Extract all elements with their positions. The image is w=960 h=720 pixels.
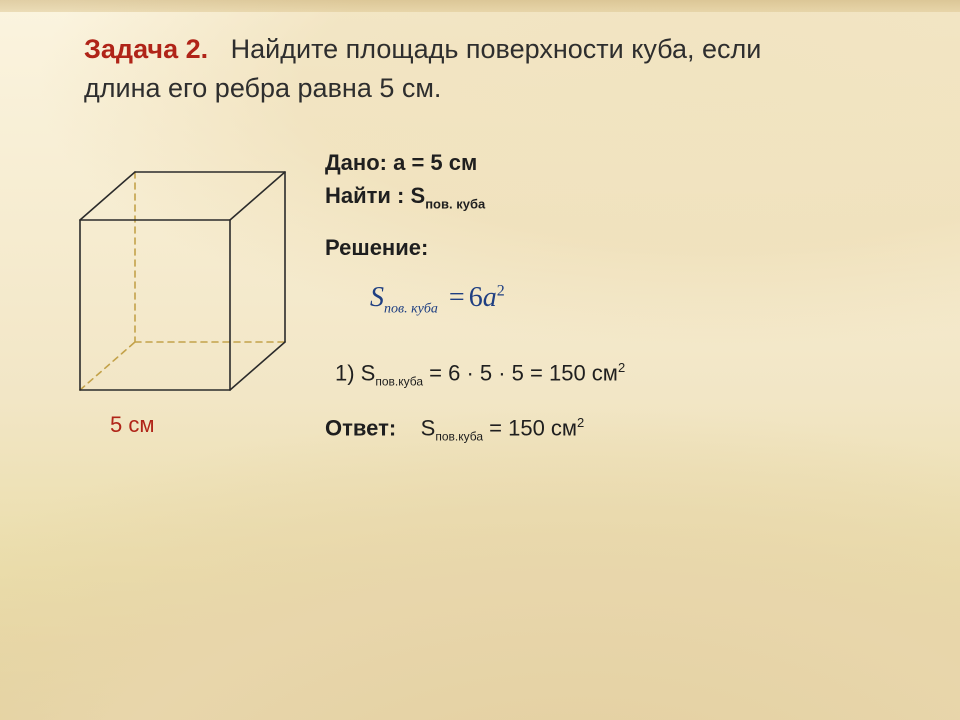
answer-label: Ответ: bbox=[325, 415, 396, 440]
given-block: Дано: a = 5 см Найти : Sпов. куба bbox=[325, 146, 485, 214]
step1-result-sup: 2 bbox=[618, 360, 625, 375]
formula-exp: 2 bbox=[497, 283, 505, 300]
step1-prefix: 1) S bbox=[335, 360, 375, 385]
given-find: Найти : Sпов. куба bbox=[325, 179, 485, 214]
find-label: Найти : bbox=[325, 183, 404, 208]
answer-eq: = bbox=[483, 415, 508, 440]
answer-value: 150 см bbox=[508, 415, 577, 440]
answer-symbol: S bbox=[421, 415, 436, 440]
formula-sub: пов. куба bbox=[384, 302, 438, 317]
find-sub: пов. куба bbox=[425, 196, 485, 211]
step1-sub: пов.куба bbox=[375, 375, 423, 389]
cube-svg bbox=[60, 150, 300, 410]
task-label: Задача 2. bbox=[84, 34, 208, 64]
dano-value: a = 5 см bbox=[393, 150, 477, 175]
step1-expr: = 6 · 5 · 5 = bbox=[423, 360, 549, 385]
formula-eq: = bbox=[445, 282, 469, 313]
formula-S: S bbox=[370, 282, 384, 313]
answer-sub: пов.куба bbox=[435, 430, 483, 444]
cube-edge-label: 5 см bbox=[110, 412, 154, 438]
step1-result: 150 см bbox=[549, 360, 618, 385]
formula-coeff: 6 bbox=[469, 282, 483, 313]
top-accent-bar bbox=[0, 0, 960, 12]
cube-diagram bbox=[60, 150, 300, 450]
surface-area-formula: Sпов. куба =6a2 bbox=[370, 282, 505, 318]
find-symbol: S bbox=[411, 183, 426, 208]
solution-label: Решение: bbox=[325, 235, 428, 261]
task-text-line2: длина его ребра равна 5 см. bbox=[84, 73, 441, 103]
slide: Задача 2. Найдите площадь поверхности ку… bbox=[0, 0, 960, 720]
solution-step-1: 1) Sпов.куба = 6 · 5 · 5 = 150 см2 bbox=[335, 360, 625, 389]
dano-label: Дано: bbox=[325, 150, 387, 175]
answer-line: Ответ: Sпов.куба = 150 см2 bbox=[325, 415, 584, 444]
given-dano: Дано: a = 5 см bbox=[325, 146, 485, 179]
problem-title: Задача 2. Найдите площадь поверхности ку… bbox=[84, 30, 864, 108]
formula-var: a bbox=[483, 282, 497, 313]
answer-value-sup: 2 bbox=[577, 415, 584, 430]
task-text-line1: Найдите площадь поверхности куба, если bbox=[216, 34, 762, 64]
answer-spacer bbox=[402, 415, 414, 440]
